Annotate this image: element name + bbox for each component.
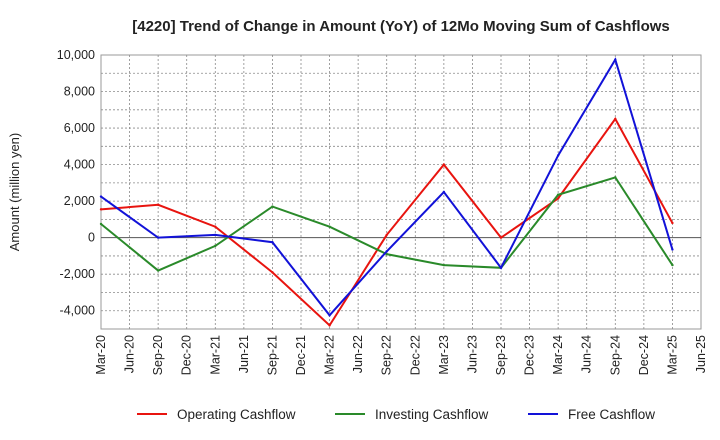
x-tick-label: Mar-20 <box>94 335 108 375</box>
data-point-free-cashflow <box>614 58 617 61</box>
data-point-investing-cashflow <box>99 222 103 226</box>
data-point-operating-cashflow <box>328 324 331 327</box>
x-tick-label: Jun-21 <box>237 335 251 373</box>
x-tick-label: Mar-21 <box>208 335 222 375</box>
x-tick-label: Mar-24 <box>551 335 565 375</box>
y-tick-label: 4,000 <box>64 158 95 172</box>
y-axis-label: Amount (million yen) <box>7 133 22 252</box>
data-point-free-cashflow <box>442 190 446 194</box>
plot-frame <box>100 54 702 330</box>
data-point-operating-cashflow <box>614 117 617 121</box>
x-tick-label: Jun-23 <box>465 335 479 373</box>
data-point-investing-cashflow <box>214 244 217 248</box>
x-tick-label: Dec-24 <box>637 335 651 375</box>
data-point-operating-cashflow <box>385 233 388 237</box>
x-tick-label: Mar-23 <box>437 335 451 375</box>
data-point-investing-cashflow <box>556 193 560 196</box>
gridlines <box>101 55 701 329</box>
series-lines <box>99 57 674 327</box>
data-point-operating-cashflow <box>156 203 160 206</box>
data-point-free-cashflow <box>499 266 503 270</box>
x-tick-label: Jun-24 <box>580 335 594 373</box>
data-point-free-cashflow <box>214 233 217 237</box>
chart-title: [4220] Trend of Change in Amount (YoY) o… <box>132 18 670 35</box>
y-tick-label: 2,000 <box>64 194 95 208</box>
data-point-investing-cashflow <box>156 269 160 272</box>
x-tick-label: Dec-20 <box>180 335 194 375</box>
data-point-free-cashflow <box>556 154 560 157</box>
data-point-free-cashflow <box>271 241 274 244</box>
data-point-investing-cashflow <box>671 263 674 267</box>
data-point-free-cashflow <box>385 250 388 253</box>
x-tick-label: Jun-20 <box>123 335 137 373</box>
data-point-free-cashflow <box>671 248 674 251</box>
legend-label-free-cashflow: Free Cashflow <box>568 407 655 422</box>
data-point-operating-cashflow <box>214 225 217 228</box>
x-tick-label: Dec-23 <box>523 335 537 375</box>
x-tick-label: Sep-21 <box>265 335 279 375</box>
data-point-investing-cashflow <box>614 176 617 179</box>
data-point-free-cashflow <box>156 236 160 239</box>
data-point-free-cashflow <box>328 314 331 317</box>
x-tick-label: Dec-21 <box>294 335 308 375</box>
x-tick-label: Sep-23 <box>494 335 508 375</box>
x-tick-label: Jun-22 <box>351 335 365 373</box>
data-point-investing-cashflow <box>271 205 274 208</box>
legend-label-investing-cashflow: Investing Cashflow <box>375 407 489 422</box>
y-tick-label: -4,000 <box>60 304 95 318</box>
x-tick-label: Sep-24 <box>608 335 622 375</box>
data-point-operating-cashflow <box>499 236 503 239</box>
y-tick-label: 0 <box>88 231 95 245</box>
y-tick-label: -2,000 <box>60 267 95 281</box>
x-axis-ticks: Mar-20 Jun-20 Sep-20 Dec-20 Mar-21 Jun-21 Sep-… <box>94 335 708 375</box>
data-point-investing-cashflow <box>442 263 446 267</box>
legend: Operating Cashflow Investing Cashflow Free… <box>137 407 655 422</box>
x-tick-label: Sep-20 <box>151 335 165 375</box>
x-tick-label: Mar-25 <box>665 335 679 375</box>
x-tick-label: Dec-22 <box>408 335 422 375</box>
x-tick-label: Sep-22 <box>380 335 394 375</box>
data-point-free-cashflow <box>99 195 103 198</box>
y-axis-ticks: 10,000 8,000 6,000 4,000 2,000 0 -2,000 -4,000 <box>57 48 95 318</box>
data-point-operating-cashflow <box>442 163 446 166</box>
data-point-operating-cashflow <box>99 208 103 211</box>
legend-label-operating-cashflow: Operating Cashflow <box>177 407 296 422</box>
x-tick-label: Mar-22 <box>323 335 337 375</box>
plot-area <box>100 54 702 330</box>
y-tick-label: 6,000 <box>64 121 95 135</box>
x-tick-label: Jun-25 <box>694 335 708 373</box>
data-point-operating-cashflow <box>556 197 560 200</box>
data-point-investing-cashflow <box>328 225 331 228</box>
y-tick-label: 8,000 <box>64 85 95 99</box>
y-tick-label: 10,000 <box>57 48 95 62</box>
data-point-operating-cashflow <box>671 221 674 225</box>
data-point-operating-cashflow <box>271 271 274 274</box>
